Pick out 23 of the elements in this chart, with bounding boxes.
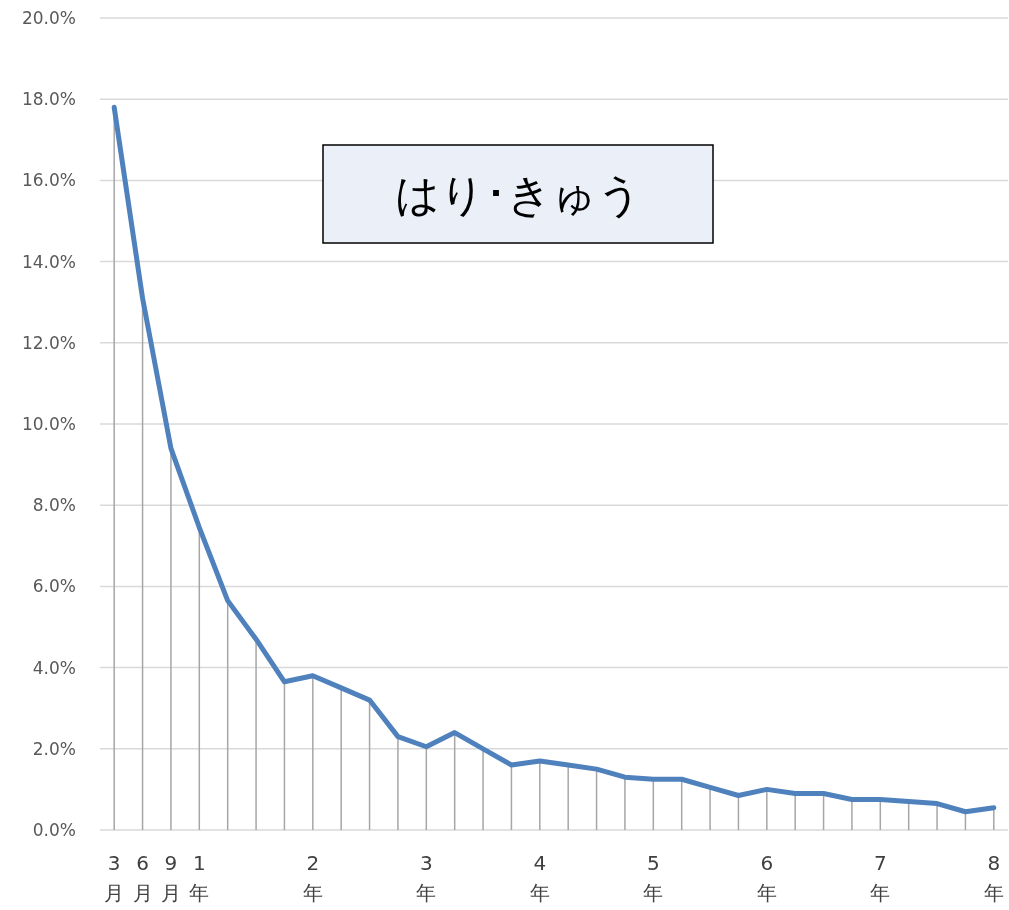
y-tick-label: 8.0% [32, 495, 76, 516]
y-tick-label: 18.0% [21, 89, 76, 110]
x-tick-label: 4年 [529, 851, 550, 905]
x-tick-label: 3月 [104, 851, 125, 905]
y-tick-label: 2.0% [32, 738, 76, 759]
y-tick-label: 6.0% [32, 576, 76, 597]
y-tick-label: 14.0% [21, 251, 76, 272]
x-tick-label: 3年 [416, 851, 437, 905]
y-tick-label: 20.0% [21, 8, 76, 28]
x-tick-label: 2年 [302, 851, 323, 905]
x-tick-label: 9月 [160, 851, 181, 905]
y-tick-label: 0.0% [32, 820, 76, 840]
text: はり･きゅう [394, 169, 642, 220]
x-tick-label: 7年 [870, 851, 891, 905]
x-tick-label: 1年 [189, 851, 210, 905]
y-tick-label: 16.0% [21, 170, 76, 191]
x-tick-label: 6年 [756, 851, 777, 905]
x-tick-label: 8年 [983, 851, 1004, 905]
x-tick-label: 5年 [643, 851, 664, 905]
y-tick-label: 12.0% [21, 332, 76, 353]
y-tick-label: 10.0% [21, 414, 76, 434]
y-tick-label: 4.0% [32, 657, 76, 678]
x-tick-label: 6月 [132, 851, 153, 905]
